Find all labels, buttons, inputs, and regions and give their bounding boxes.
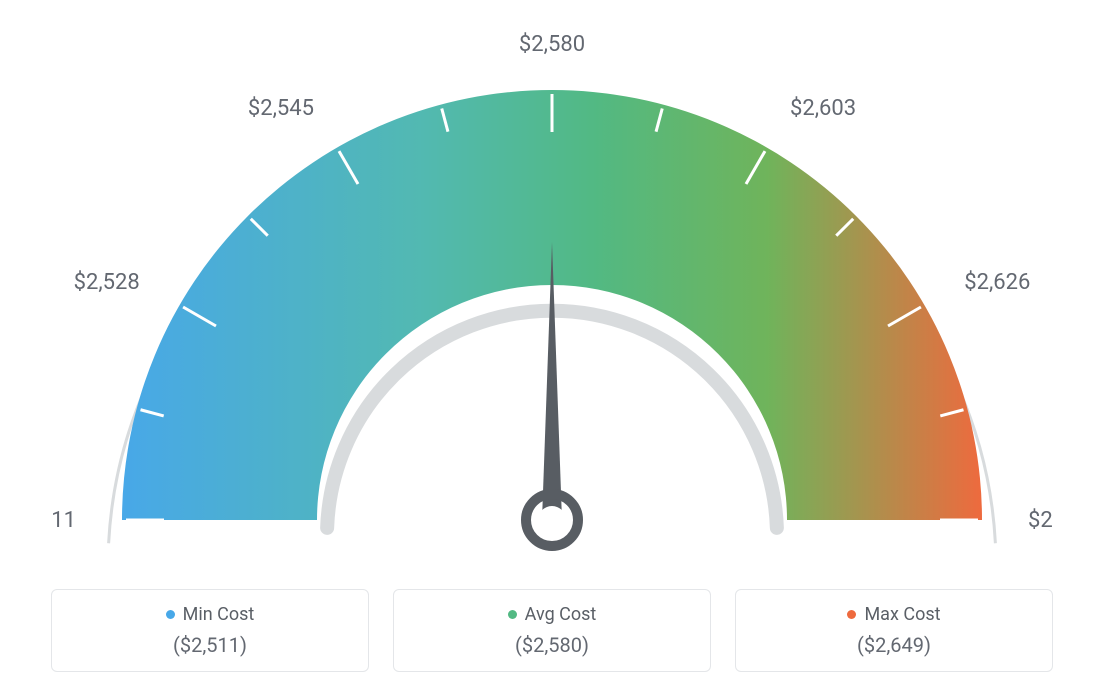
max-dot-icon [847, 610, 856, 619]
max-cost-label: Max Cost [864, 604, 940, 625]
avg-dot-icon [508, 610, 517, 619]
gauge-tick-label: $2,528 [74, 270, 140, 295]
max-cost-header: Max Cost [847, 604, 940, 625]
min-cost-label: Min Cost [183, 604, 255, 625]
gauge-tick-label: $2,603 [790, 96, 856, 121]
min-cost-header: Min Cost [166, 604, 255, 625]
min-cost-value: ($2,511) [173, 633, 247, 657]
min-dot-icon [166, 610, 175, 619]
max-cost-value: ($2,649) [857, 633, 931, 657]
gauge-chart: $2,511 $2,528 $2,545 $2,580 $2,603 $2,626 $2,6… [52, 20, 1052, 580]
gauge-tick-label: $2,545 [248, 96, 314, 121]
avg-cost-header: Avg Cost [508, 604, 597, 625]
avg-cost-label: Avg Cost [525, 604, 597, 625]
avg-cost-card: Avg Cost ($2,580) [393, 589, 711, 672]
legend-cards: Min Cost ($2,511) Avg Cost ($2,580) Max … [51, 589, 1053, 672]
gauge-tick-label: $2,580 [519, 32, 585, 57]
gauge-svg: $2,511 $2,528 $2,545 $2,580 $2,603 $2,626 $2,6… [52, 20, 1052, 580]
gauge-tick-label: $2,649 [1028, 508, 1052, 533]
avg-cost-value: ($2,580) [515, 633, 589, 657]
min-cost-card: Min Cost ($2,511) [51, 589, 369, 672]
max-cost-card: Max Cost ($2,649) [735, 589, 1053, 672]
gauge-tick-label: $2,511 [52, 508, 76, 533]
gauge-tick-label: $2,626 [964, 270, 1030, 295]
